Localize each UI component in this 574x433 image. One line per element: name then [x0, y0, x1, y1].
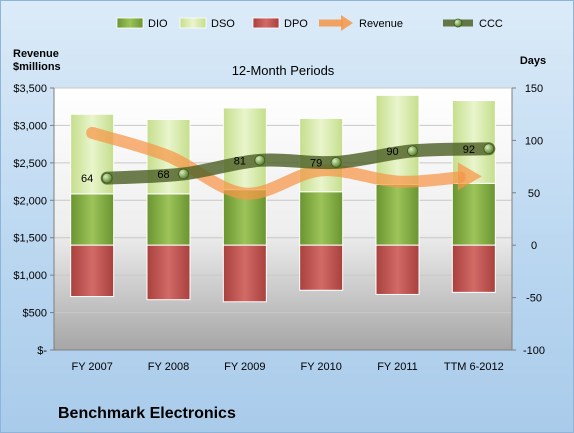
x-tick-label: FY 2009 [224, 361, 265, 373]
ccc-data-label: 79 [310, 157, 322, 169]
right-tick-label: 50 [528, 188, 540, 200]
ccc-data-label: 64 [81, 173, 93, 185]
bar-dso [375, 94, 420, 185]
x-tick-label: TTM 6-2012 [444, 361, 504, 373]
left-axis-title: $millions [13, 61, 61, 73]
bar-dpo [146, 244, 191, 301]
right-axis-title: Days [520, 55, 546, 67]
bar-dio [70, 193, 115, 246]
left-tick-label: $3,000 [13, 120, 47, 132]
x-tick-label: FY 2011 [377, 361, 418, 373]
ccc-data-label: 81 [234, 155, 246, 167]
left-axis-title: Revenue [13, 48, 59, 60]
ccc-point [330, 157, 342, 168]
ccc-data-label: 92 [463, 144, 475, 156]
bar-dio [299, 191, 344, 246]
ccc-point [101, 172, 113, 184]
bar-dpo [70, 244, 115, 298]
right-tick-label: -50 [526, 293, 542, 305]
bar-dio [451, 182, 496, 246]
revenue-arrowhead [457, 162, 482, 191]
company-name: Benchmark Electronics [58, 405, 236, 422]
left-tick-label: $2,500 [13, 158, 47, 170]
revenue-line [86, 126, 466, 200]
bar-dpo [299, 244, 344, 291]
bar-dpo [451, 244, 496, 293]
bar-dio [146, 193, 191, 246]
legend-label: CCC [479, 18, 503, 30]
chart-title: 12-Month Periods [232, 63, 335, 78]
legend-swatch [179, 17, 207, 29]
bar-dpo [222, 244, 267, 303]
ccc-line [100, 142, 496, 185]
legend-label: Revenue [359, 18, 403, 30]
legend-swatch [453, 18, 463, 28]
left-tick-label: $3,500 [13, 83, 47, 95]
ccc-data-label: 68 [157, 169, 169, 181]
right-tick-label: 150 [525, 83, 543, 95]
ccc-point [254, 154, 266, 166]
ccc-data-label: 90 [386, 146, 398, 158]
x-tick-label: FY 2010 [300, 361, 341, 373]
right-tick-label: 100 [525, 135, 543, 147]
bar-dso [299, 117, 344, 193]
x-tick-label: FY 2007 [71, 361, 112, 373]
ccc-point [407, 145, 418, 157]
bar-dso [222, 107, 267, 191]
ccc-point [178, 168, 189, 180]
legend-label: DSO [211, 18, 235, 30]
legend-swatch [252, 17, 280, 29]
x-tick-label: FY 2008 [148, 361, 189, 373]
left-tick-label: $1,500 [13, 233, 47, 245]
ccc-point [483, 143, 495, 155]
left-tick-label: $2,000 [13, 195, 47, 207]
left-tick-label: $- [37, 345, 47, 357]
legend-swatch [341, 15, 353, 31]
left-tick-label: $1,000 [13, 270, 47, 282]
legend-label: DPO [284, 18, 308, 30]
legend-swatch [116, 17, 144, 29]
bar-dpo [375, 244, 420, 295]
right-tick-label: 0 [531, 240, 537, 252]
bar-dio [375, 183, 420, 246]
legend-label: DIO [148, 18, 168, 30]
plot-area [54, 88, 512, 350]
right-tick-label: -100 [523, 345, 545, 357]
left-tick-label: $500 [23, 308, 47, 320]
